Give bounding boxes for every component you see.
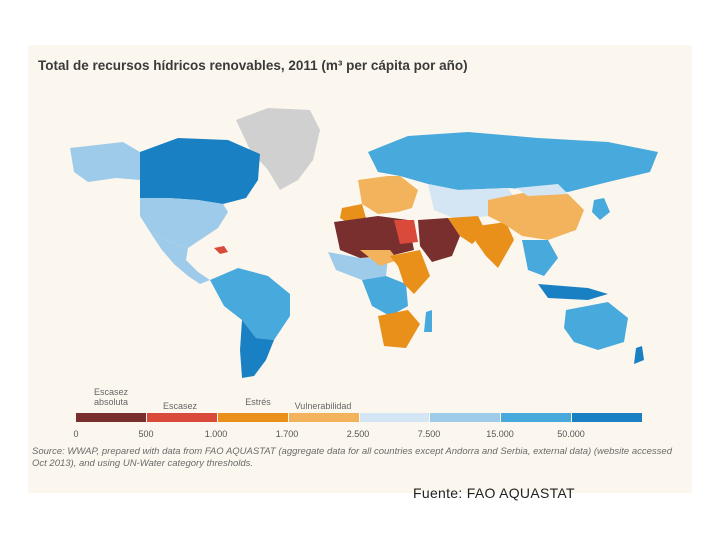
legend-swatch-absolute-scarcity (76, 413, 146, 422)
region-south-america-north (210, 268, 290, 340)
region-china (488, 192, 584, 240)
region-middle-east (418, 218, 460, 262)
region-caribbean (214, 246, 228, 254)
region-india (476, 222, 514, 268)
legend-swatch-mid (501, 413, 572, 422)
legend-tick: 500 (138, 429, 154, 439)
legend-tick: 15.000 (486, 429, 514, 439)
legend-tick: 50.000 (557, 429, 585, 439)
region-east-africa (390, 250, 430, 294)
region-north-africa (334, 216, 414, 258)
map-title: Total de recursos hídricos renovables, 2… (38, 58, 468, 73)
region-new-zealand (634, 346, 644, 364)
legend-bar (76, 413, 642, 422)
region-russia (368, 132, 658, 192)
region-southern-africa (378, 310, 420, 348)
legend-label-stress: Estrés (245, 397, 271, 407)
source-note: Source: WWAP, prepared with data from FA… (32, 446, 672, 469)
legend-label-vulnerability: Vulnerabilidad (294, 401, 352, 411)
legend-label-absolute-scarcity: Escasez absoluta (93, 387, 129, 407)
legend-tick: 1.700 (275, 429, 299, 439)
region-canada (140, 138, 260, 204)
region-southeast-asia (522, 240, 558, 276)
legend-swatch-low1 (359, 413, 430, 422)
legend-swatch-vulnerability (288, 413, 359, 422)
region-sahel (360, 250, 398, 266)
region-south-america-south (240, 320, 274, 378)
legend-label-scarcity: Escasez (162, 401, 197, 411)
region-madagascar (424, 310, 432, 332)
region-japan (592, 198, 610, 220)
legend-tick: 0 (73, 429, 79, 439)
region-europe (358, 176, 418, 214)
region-mexico (150, 232, 210, 284)
region-iran (448, 216, 486, 244)
region-alaska (70, 142, 140, 182)
region-central-africa (362, 276, 408, 316)
legend-swatch-scarcity (146, 413, 217, 422)
footer-credit: Fuente: FAO AQUASTAT (413, 485, 575, 501)
region-mongolia (516, 184, 568, 196)
legend-swatch-stress (217, 413, 288, 422)
legend-tick: 1.000 (204, 429, 228, 439)
legend-swatch-high (572, 413, 642, 422)
region-australia (564, 302, 628, 350)
region-usa (140, 198, 228, 248)
legend-swatch-low2 (430, 413, 501, 422)
region-greenland (236, 108, 320, 190)
legend-tick: 7.500 (417, 429, 441, 439)
region-egypt (394, 220, 418, 244)
world-map (70, 108, 658, 378)
region-indonesia (538, 284, 608, 300)
legend-tick: 2.500 (346, 429, 370, 439)
